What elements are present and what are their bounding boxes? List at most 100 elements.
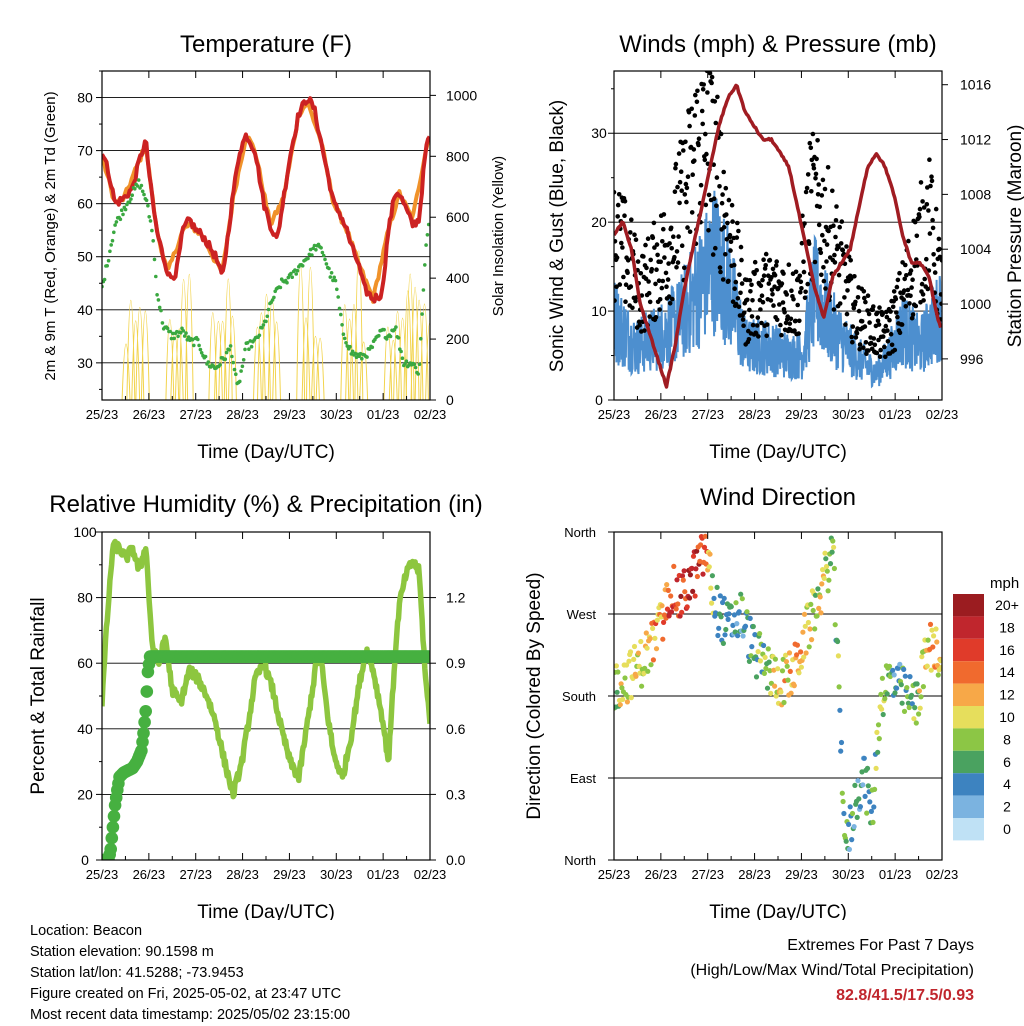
gust-point <box>844 244 849 249</box>
wind-direction-point <box>645 668 651 674</box>
gust-point <box>672 254 677 260</box>
dewpoint-point <box>182 334 187 338</box>
humidity-frame <box>101 531 431 861</box>
dewpoint-point <box>321 253 326 258</box>
gust-point <box>839 219 845 224</box>
wind-direction-point <box>879 706 885 712</box>
wind-direction-point <box>664 606 671 612</box>
wind-direction-point <box>875 722 882 728</box>
gust-point <box>787 321 793 326</box>
wind-direction-point <box>868 808 875 815</box>
wind-direction-point <box>627 649 634 655</box>
wind-direction-point <box>808 601 814 608</box>
legend-label: 4 <box>1003 776 1011 792</box>
dewpoint-point <box>265 314 270 319</box>
pressure-ytick-label: 1012 <box>960 132 991 148</box>
gust-point <box>849 334 854 340</box>
gust-point <box>735 220 740 226</box>
gust-point <box>897 270 902 276</box>
wind-direction-point <box>735 633 741 639</box>
wind-direction-point <box>681 568 687 574</box>
dewpoint-point <box>169 336 174 341</box>
gust-point <box>836 244 841 250</box>
wind-direction-point <box>911 716 917 722</box>
humidity-ytick-label: 0 <box>81 852 89 868</box>
dewpoint-point <box>198 347 203 352</box>
gust-point <box>937 254 942 260</box>
dewpoint-point <box>290 275 295 280</box>
dewpoint-point <box>314 248 318 252</box>
gust-point <box>719 200 725 206</box>
gust-point <box>903 262 908 268</box>
gust-point <box>677 200 682 206</box>
dewpoint-point <box>139 183 144 188</box>
gust-point <box>929 178 935 184</box>
wind-direction-point <box>871 804 877 810</box>
gust-point <box>685 225 690 230</box>
gust-point <box>726 278 731 284</box>
wind-direction-point <box>664 582 670 588</box>
gust-point <box>880 311 885 317</box>
wind-direction-point <box>899 700 905 706</box>
gust-point <box>894 284 900 290</box>
gust-point <box>805 281 810 287</box>
gust-point <box>623 282 629 288</box>
gust-point <box>822 238 827 244</box>
gust-point <box>884 314 890 320</box>
gust-point <box>878 347 883 353</box>
dewpoint-point <box>367 347 372 351</box>
gust-point <box>834 204 839 209</box>
wind-direction-point <box>930 644 936 650</box>
temperature-ytick-label: 50 <box>77 249 93 265</box>
wind-direction-point <box>617 702 623 708</box>
wind-direction-point <box>624 699 631 705</box>
wind-direction-point <box>840 798 846 805</box>
dewpoint-point <box>421 288 426 292</box>
dewpoint-point <box>239 369 243 373</box>
wind-direction-point <box>694 548 700 554</box>
dewpoint-point <box>396 336 401 340</box>
gust-point <box>694 99 700 105</box>
gust-point <box>633 237 639 242</box>
humidity-xtick-label: 26/23 <box>133 867 166 882</box>
dewpoint-point <box>165 326 170 331</box>
gust-point <box>633 298 638 304</box>
gust-point <box>863 299 868 305</box>
wind-direction-point <box>784 663 790 669</box>
gust-point <box>683 139 688 145</box>
legend-label: 0 <box>1003 821 1011 837</box>
gust-point <box>706 192 712 198</box>
gust-point <box>833 234 838 240</box>
wind-direction-point <box>818 610 824 616</box>
wind-direction-point <box>763 665 769 672</box>
gust-point <box>709 80 714 86</box>
gust-point <box>774 317 780 323</box>
wind-direction-point <box>653 646 660 652</box>
gust-point <box>808 145 814 151</box>
wind-direction-point <box>614 689 620 695</box>
gust-point <box>679 243 685 248</box>
dewpoint-point <box>350 349 355 354</box>
gust-point <box>931 252 936 257</box>
humidity-ylabel-left: Percent & Total Rainfall <box>28 597 49 794</box>
gust-point <box>823 286 828 291</box>
gust-point <box>797 318 802 324</box>
gust-point <box>883 323 889 329</box>
gust-point <box>901 288 907 293</box>
gust-point <box>907 301 912 306</box>
winds-xtick-label: 01/23 <box>879 407 912 422</box>
wind-direction-point <box>918 694 924 700</box>
gust-point <box>785 314 790 319</box>
dewpoint-point <box>348 344 352 349</box>
dewpoint-point <box>181 329 186 333</box>
legend-swatch <box>953 706 984 729</box>
dewpoint-point <box>336 295 341 299</box>
winds-ytick-label: 20 <box>591 214 607 230</box>
dewpoint-point <box>295 268 300 273</box>
humidity-xtick-label: 01/23 <box>367 867 400 882</box>
gust-point <box>763 263 768 268</box>
wind-direction-point <box>650 657 657 663</box>
wind-direction-point <box>857 804 864 810</box>
gust-point <box>821 278 827 284</box>
gust-point <box>693 92 698 98</box>
